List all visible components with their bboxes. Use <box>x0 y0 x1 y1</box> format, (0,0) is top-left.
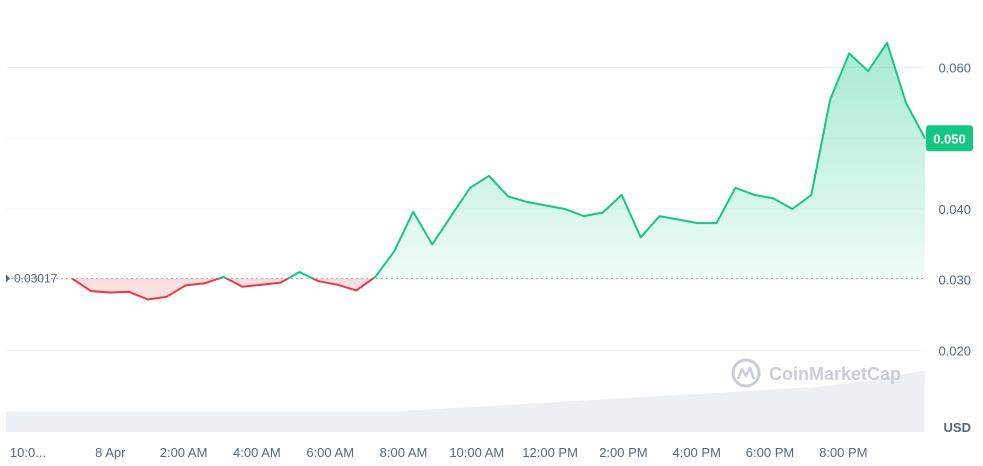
price-area-down <box>72 278 373 300</box>
price-point <box>677 218 680 221</box>
price-point <box>507 195 509 198</box>
price-point <box>355 289 358 292</box>
price-point <box>241 286 244 288</box>
price-point <box>526 201 528 203</box>
data-points <box>71 42 926 301</box>
price-point <box>886 42 888 44</box>
price-point <box>469 187 471 189</box>
price-area-up <box>72 42 925 279</box>
x-tick-label: 10:00 AM <box>449 445 504 460</box>
coinmarketcap-logo-icon <box>731 358 761 388</box>
x-tick-label: 8 Apr <box>95 445 126 460</box>
price-point <box>279 281 282 284</box>
price-point <box>336 283 339 286</box>
x-tick-label: 2:00 AM <box>160 445 208 460</box>
price-point <box>412 211 415 213</box>
price-point <box>128 291 130 293</box>
price-line-down <box>71 278 375 301</box>
price-point <box>791 208 794 210</box>
x-axis-ticks: 10:0... 8 Apr 2:00 AM 4:00 AM 6:00 AM 8:00 AM… <box>10 445 868 460</box>
price-point <box>109 291 111 294</box>
price-point <box>90 290 92 292</box>
x-tick-label: 2:00 PM <box>599 445 647 460</box>
price-point <box>810 194 813 196</box>
price-line-up <box>71 41 925 279</box>
y-tick-label: 0.060 <box>938 61 971 76</box>
baseline-arrow-icon <box>6 274 10 283</box>
x-tick-label: 8:00 PM <box>819 445 867 460</box>
baseline-marker: 0.03017 <box>6 272 58 286</box>
price-point <box>298 271 301 273</box>
price-point <box>696 222 699 224</box>
price-point <box>184 284 187 287</box>
price-point <box>848 52 850 55</box>
watermark-text: CoinMarketCap <box>769 364 901 384</box>
price-point <box>147 298 149 301</box>
price-point <box>488 175 490 177</box>
watermark: CoinMarketCap <box>731 358 901 388</box>
price-point <box>583 215 585 217</box>
y-tick-label: 0.020 <box>938 343 971 358</box>
price-point <box>393 250 396 253</box>
x-tick-label: 4:00 PM <box>672 445 720 460</box>
price-point <box>753 194 756 196</box>
y-tick-label: 0.040 <box>938 202 971 217</box>
price-point <box>431 243 434 246</box>
volume-area <box>6 370 925 432</box>
price-point <box>867 70 869 72</box>
price-point <box>715 222 718 224</box>
price-point <box>222 276 225 278</box>
price-point <box>772 197 775 200</box>
x-tick-label: 10:0... <box>10 445 46 460</box>
price-point <box>545 204 547 207</box>
price-point <box>620 194 623 196</box>
x-tick-label: 6:00 AM <box>306 445 354 460</box>
price-point <box>829 98 831 101</box>
price-point <box>564 208 566 210</box>
price-point <box>71 277 73 280</box>
y-tick-label: 0.030 <box>938 273 971 288</box>
current-price-value: 0.050 <box>933 131 966 146</box>
x-tick-label: 12:00 PM <box>522 445 578 460</box>
price-point <box>260 283 263 286</box>
price-point <box>734 187 737 189</box>
price-point <box>905 102 907 104</box>
price-point <box>639 236 642 239</box>
currency-label: USD <box>944 420 971 435</box>
price-point <box>450 215 452 217</box>
price-point <box>203 282 206 285</box>
x-tick-label: 4:00 AM <box>233 445 281 460</box>
baseline-value-label: 0.03017 <box>14 272 58 286</box>
current-price-badge: 0.050 <box>926 125 973 152</box>
price-point <box>924 137 926 140</box>
price-point <box>658 215 661 217</box>
price-point <box>317 280 320 283</box>
price-point <box>602 211 604 214</box>
x-tick-label: 8:00 AM <box>380 445 428 460</box>
volume-bars <box>6 370 925 432</box>
x-tick-label: 6:00 PM <box>746 445 794 460</box>
price-point <box>166 295 168 298</box>
price-point <box>374 276 377 278</box>
